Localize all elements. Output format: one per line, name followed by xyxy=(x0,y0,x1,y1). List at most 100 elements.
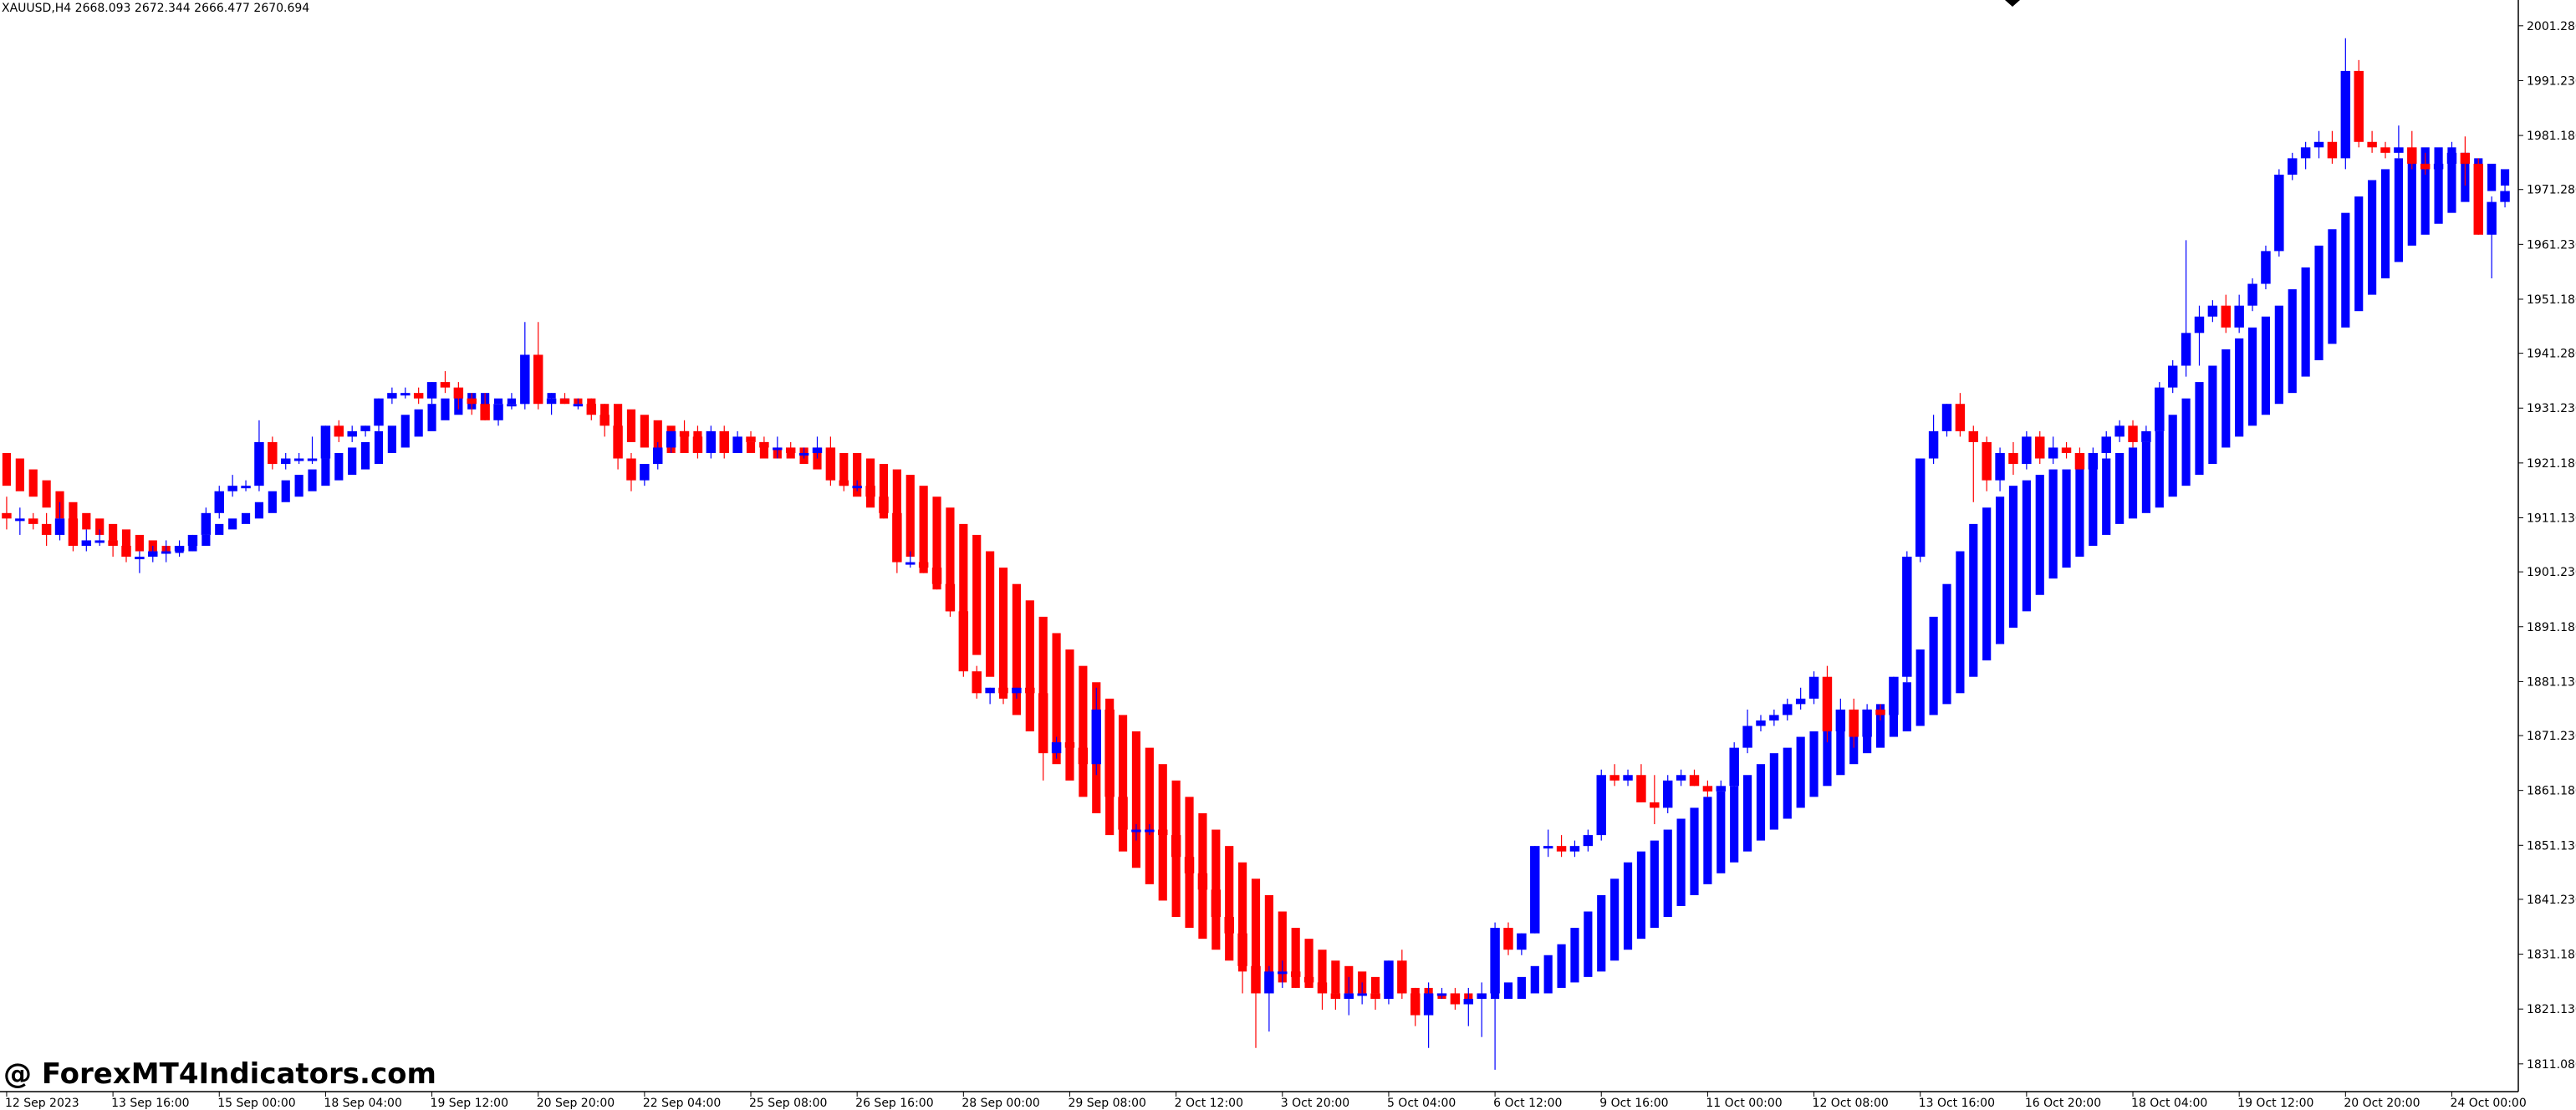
overlay-bar xyxy=(1730,786,1739,863)
price-tick-label: 1881.130 xyxy=(2527,675,2576,689)
candle-body xyxy=(2101,436,2111,453)
price-tick-label: 1821.130 xyxy=(2527,1003,2576,1016)
candle-body xyxy=(2261,251,2271,284)
candle-body xyxy=(426,382,437,399)
candle xyxy=(94,529,105,546)
candle-body xyxy=(1729,747,1739,787)
candle xyxy=(15,507,25,535)
overlay-bar xyxy=(2380,169,2390,279)
candle-body xyxy=(1941,404,1952,431)
candle xyxy=(1849,698,1859,748)
candle-body xyxy=(1556,846,1567,852)
candle xyxy=(520,322,530,410)
overlay-bar xyxy=(281,480,290,502)
candle xyxy=(413,387,424,405)
overlay-bar xyxy=(905,475,915,558)
overlay-bar xyxy=(1517,976,1526,999)
overlay-bar xyxy=(1225,846,1234,961)
candle xyxy=(2234,294,2244,334)
candle xyxy=(334,420,344,442)
overlay-bar xyxy=(1995,496,2005,644)
candle xyxy=(1477,982,1487,1037)
overlay-bar xyxy=(82,512,91,530)
candle-body xyxy=(281,458,291,465)
candle xyxy=(161,540,171,563)
candle xyxy=(2500,174,2510,208)
price-tick-label: 1931.230 xyxy=(2527,402,2576,415)
time-tick-label: 19 Sep 12:00 xyxy=(431,1097,508,1110)
candle xyxy=(347,425,357,442)
overlay-bar xyxy=(2235,338,2244,437)
candle-body xyxy=(1330,993,1341,999)
overlay-bar xyxy=(2447,147,2456,213)
overlay-bar xyxy=(2274,305,2283,405)
candle-body xyxy=(2300,147,2311,159)
overlay-bar xyxy=(308,469,317,491)
overlay-bar xyxy=(1783,747,1792,819)
candle-body xyxy=(214,491,224,513)
overlay-bar xyxy=(1636,851,1646,939)
candle xyxy=(41,512,52,546)
candle-body xyxy=(692,436,703,453)
overlay-bar xyxy=(1809,731,1819,797)
overlay-bar xyxy=(2155,430,2164,508)
candle xyxy=(626,452,636,491)
candle-body xyxy=(533,354,543,405)
candle xyxy=(773,436,783,459)
overlay-bar xyxy=(1557,944,1566,988)
overlay-bar xyxy=(268,491,277,513)
overlay-bar xyxy=(1331,960,1340,994)
candle xyxy=(121,534,131,563)
candle-body xyxy=(1278,971,1288,975)
candle xyxy=(666,430,676,453)
overlay-bar xyxy=(2035,475,2044,595)
candle-body xyxy=(1197,873,1208,890)
candle xyxy=(679,420,690,442)
overlay-bar xyxy=(1742,775,1752,852)
candle xyxy=(1237,928,1247,994)
time-tick-label: 6 Oct 12:00 xyxy=(1493,1097,1562,1110)
time-tick-label: 11 Oct 00:00 xyxy=(1706,1097,1782,1110)
candle xyxy=(865,480,875,502)
overlay-bar xyxy=(2420,147,2430,235)
candle xyxy=(1822,665,1833,743)
candle xyxy=(2380,141,2390,159)
time-tick-label: 5 Oct 04:00 xyxy=(1387,1097,1456,1110)
candle xyxy=(1862,704,1872,743)
price-tick-label: 1971.280 xyxy=(2527,184,2576,197)
candle-body xyxy=(1769,715,1779,720)
candle xyxy=(1224,911,1234,945)
candle-body xyxy=(1968,430,1979,442)
candle xyxy=(879,480,889,519)
candle-body xyxy=(2473,163,2483,235)
candle-body xyxy=(334,425,344,437)
overlay-bar xyxy=(2102,458,2111,535)
candle-body xyxy=(2114,425,2125,437)
overlay-bar xyxy=(1238,862,1247,972)
candle-body xyxy=(666,430,676,448)
candle-body xyxy=(1835,709,1846,732)
candle xyxy=(1384,960,1394,1005)
candle xyxy=(706,425,717,459)
candle-body xyxy=(1702,786,1713,792)
price-tick-label: 1811.080 xyxy=(2527,1058,2576,1072)
candle-body xyxy=(1264,971,1274,994)
candle xyxy=(2022,430,2032,470)
candle xyxy=(1410,987,1421,1026)
price-tick-label: 1831.180 xyxy=(2527,949,2576,962)
overlay-bar xyxy=(1025,600,1034,732)
overlay-bar xyxy=(374,430,384,465)
candle xyxy=(480,393,490,420)
candle-body xyxy=(626,458,636,481)
candle xyxy=(1503,922,1513,955)
candle-body xyxy=(201,512,212,535)
overlay-bar xyxy=(1663,829,1672,918)
candle-body xyxy=(1530,846,1540,934)
candle xyxy=(81,529,92,552)
candle xyxy=(586,398,597,420)
candle xyxy=(1450,987,1461,1011)
candle-body xyxy=(1795,698,1806,705)
candle xyxy=(108,529,118,558)
overlay-bar xyxy=(1823,726,1832,787)
